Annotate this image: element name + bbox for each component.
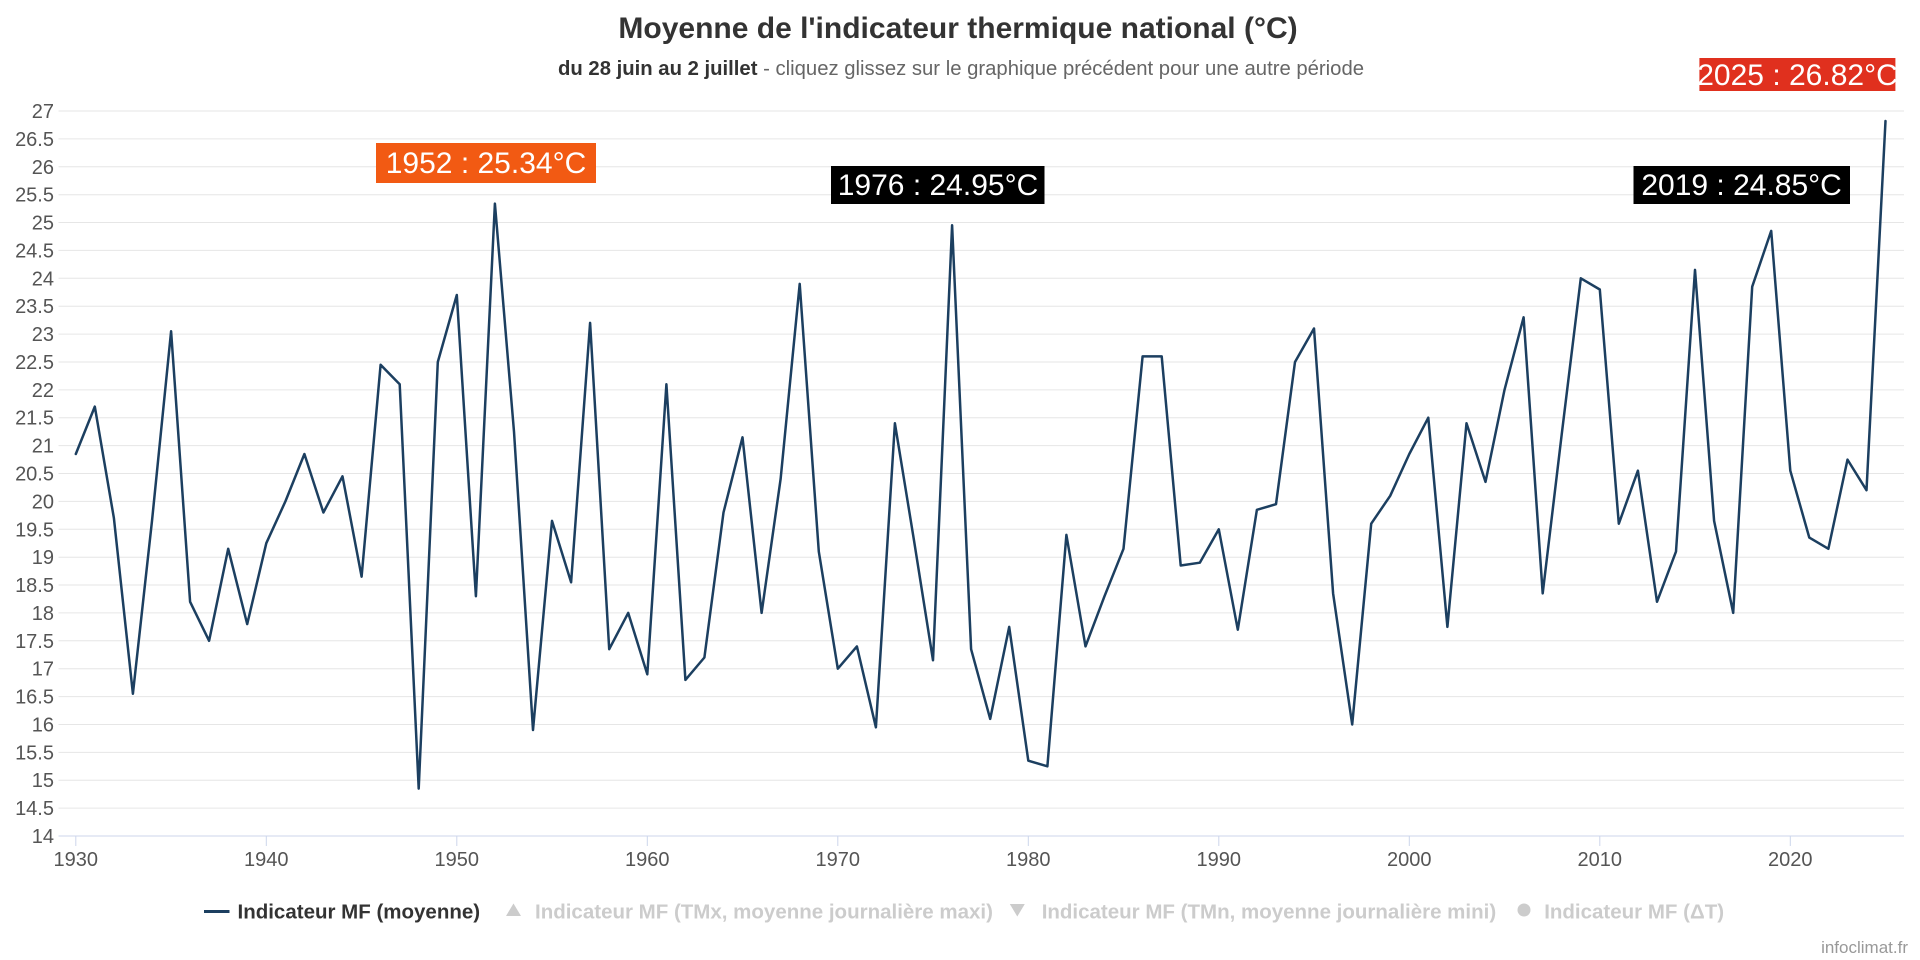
svg-text:1952 : 25.34°C: 1952 : 25.34°C xyxy=(386,147,586,180)
svg-text:26.5: 26.5 xyxy=(15,129,54,151)
svg-text:24.5: 24.5 xyxy=(15,240,54,262)
svg-text:19: 19 xyxy=(32,547,54,569)
svg-text:1970: 1970 xyxy=(816,849,861,871)
svg-text:2020: 2020 xyxy=(1768,849,1813,871)
svg-text:22: 22 xyxy=(32,380,54,402)
svg-text:25.5: 25.5 xyxy=(15,185,54,207)
svg-text:1960: 1960 xyxy=(625,849,670,871)
svg-text:15.5: 15.5 xyxy=(15,742,54,764)
svg-text:23.5: 23.5 xyxy=(15,296,54,318)
svg-text:23: 23 xyxy=(32,324,54,346)
svg-text:1950: 1950 xyxy=(435,849,480,871)
svg-text:25: 25 xyxy=(32,213,54,235)
svg-text:21.5: 21.5 xyxy=(15,408,54,430)
svg-text:18: 18 xyxy=(32,603,54,625)
svg-text:14: 14 xyxy=(32,826,54,848)
svg-text:1930: 1930 xyxy=(54,849,99,871)
svg-text:26: 26 xyxy=(32,157,54,179)
svg-text:1940: 1940 xyxy=(244,849,289,871)
svg-text:14.5: 14.5 xyxy=(15,798,54,820)
svg-text:Moyenne de l'indicateur thermi: Moyenne de l'indicateur thermique nation… xyxy=(618,12,1297,45)
svg-text:22.5: 22.5 xyxy=(15,352,54,374)
svg-text:16.5: 16.5 xyxy=(15,687,54,709)
svg-text:2019 : 24.85°C: 2019 : 24.85°C xyxy=(1641,169,1841,202)
svg-text:1990: 1990 xyxy=(1197,849,1242,871)
svg-text:1976 : 24.95°C: 1976 : 24.95°C xyxy=(838,169,1038,202)
svg-text:Indicateur MF (moyenne): Indicateur MF (moyenne) xyxy=(238,901,481,924)
svg-text:2025 : 26.82°C: 2025 : 26.82°C xyxy=(1697,59,1897,92)
svg-text:15: 15 xyxy=(32,770,54,792)
svg-text:du 28 juin au 2 juillet - cliq: du 28 juin au 2 juillet - cliquez glisse… xyxy=(558,58,1364,80)
svg-text:20: 20 xyxy=(32,491,54,513)
svg-text:17: 17 xyxy=(32,659,54,681)
svg-text:19.5: 19.5 xyxy=(15,519,54,541)
svg-text:1980: 1980 xyxy=(1006,849,1051,871)
svg-text:Indicateur MF (ΔT): Indicateur MF (ΔT) xyxy=(1544,901,1724,924)
svg-text:18.5: 18.5 xyxy=(15,575,54,597)
svg-text:Indicateur MF (TMn, moyenne jo: Indicateur MF (TMn, moyenne journalière … xyxy=(1042,901,1496,924)
svg-text:16: 16 xyxy=(32,715,54,737)
svg-text:Indicateur MF (TMx, moyenne jo: Indicateur MF (TMx, moyenne journalière … xyxy=(535,901,993,924)
svg-text:21: 21 xyxy=(32,436,54,458)
svg-text:24: 24 xyxy=(32,268,54,290)
svg-text:2000: 2000 xyxy=(1387,849,1432,871)
svg-text:17.5: 17.5 xyxy=(15,631,54,653)
svg-text:infoclimat.fr: infoclimat.fr xyxy=(1821,938,1908,957)
svg-text:20.5: 20.5 xyxy=(15,464,54,486)
svg-text:2010: 2010 xyxy=(1578,849,1623,871)
svg-text:27: 27 xyxy=(32,101,54,123)
